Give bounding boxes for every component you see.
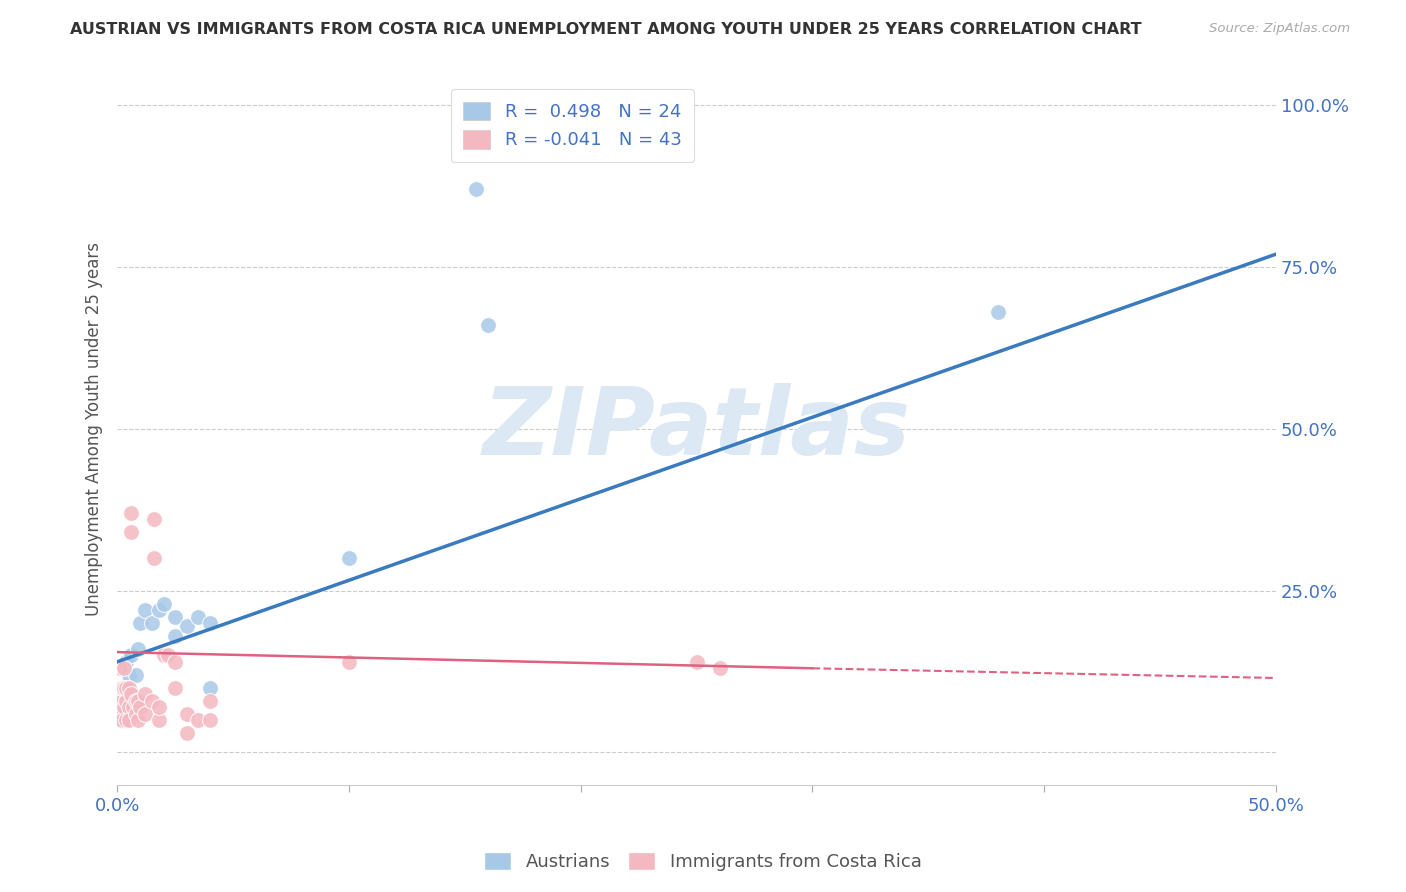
Point [125,706,148,721]
Point [111,713,134,727]
Text: ZIPatlas: ZIPatlas [482,383,911,475]
Point [118,713,141,727]
Point [465,182,488,196]
Point [477,318,499,333]
Point [115,713,138,727]
Point [127,641,149,656]
Point [709,661,731,675]
Point [112,661,135,675]
Point [176,726,198,740]
Point [176,619,198,633]
Point [127,693,149,707]
Point [165,609,187,624]
Point [134,687,156,701]
Point [187,713,209,727]
Point [148,603,170,617]
Point [111,681,134,695]
Point [125,667,148,681]
Point [112,681,135,695]
Point [120,648,142,663]
Point [108,681,131,695]
Point [118,700,141,714]
Point [152,648,174,663]
Point [112,700,135,714]
Point [198,713,221,727]
Point [198,615,221,630]
Point [152,597,174,611]
Point [122,693,145,707]
Point [122,700,145,714]
Legend: Austrians, Immigrants from Costa Rica: Austrians, Immigrants from Costa Rica [477,845,929,879]
Point [143,551,166,566]
Point [108,713,131,727]
Point [108,700,131,714]
Point [148,713,170,727]
Point [108,661,131,675]
Point [120,506,142,520]
Text: AUSTRIAN VS IMMIGRANTS FROM COSTA RICA UNEMPLOYMENT AMONG YOUTH UNDER 25 YEARS C: AUSTRIAN VS IMMIGRANTS FROM COSTA RICA U… [70,22,1142,37]
Point [125,693,148,707]
Text: Source: ZipAtlas.com: Source: ZipAtlas.com [1209,22,1350,36]
Point [111,700,134,714]
Point [120,687,142,701]
Point [141,693,163,707]
Point [118,681,141,695]
Y-axis label: Unemployment Among Youth under 25 years: Unemployment Among Youth under 25 years [86,242,103,615]
Point [129,700,152,714]
Point [134,603,156,617]
Point [120,525,142,540]
Legend: R =  0.498   N = 24, R = -0.041   N = 43: R = 0.498 N = 24, R = -0.041 N = 43 [451,89,695,162]
Point [112,681,135,695]
Point [111,693,134,707]
Point [127,713,149,727]
Point [115,693,138,707]
Point [337,655,360,669]
Point [118,667,141,681]
Point [157,648,180,663]
Point [134,706,156,721]
Point [165,655,187,669]
Point [176,706,198,721]
Point [187,609,209,624]
Point [115,655,138,669]
Point [165,681,187,695]
Point [198,693,221,707]
Point [987,305,1010,319]
Point [337,551,360,566]
Point [165,629,187,643]
Point [141,615,163,630]
Point [198,681,221,695]
Point [115,681,138,695]
Point [685,655,707,669]
Point [129,615,152,630]
Point [143,512,166,526]
Point [148,700,170,714]
